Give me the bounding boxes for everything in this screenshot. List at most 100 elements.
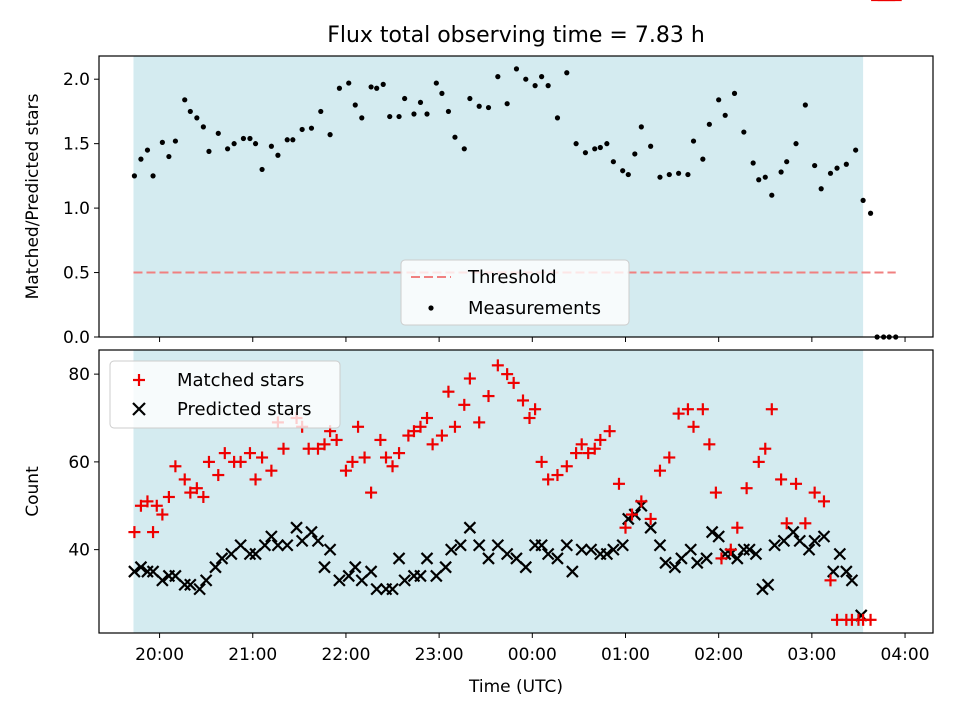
matched-star-point bbox=[491, 359, 504, 372]
predicted-star-point bbox=[817, 530, 831, 543]
measurement-point bbox=[784, 159, 790, 165]
predicted-star-stroke bbox=[420, 552, 434, 565]
y-tick-label: 60 bbox=[68, 453, 90, 473]
predicted-stars-legend-swatch bbox=[132, 402, 146, 416]
matched-star-point bbox=[535, 455, 548, 468]
predicted-star-point bbox=[463, 521, 477, 534]
measurement-point bbox=[131, 173, 138, 179]
measurement-point bbox=[138, 156, 144, 162]
predicted-star-stroke bbox=[128, 565, 141, 578]
predicted-star-stroke bbox=[156, 574, 169, 587]
matched-star-point bbox=[212, 469, 225, 482]
measurement-point bbox=[452, 134, 458, 140]
matched-star-point bbox=[482, 390, 495, 403]
predicted-star-point bbox=[156, 574, 169, 587]
matched-star-point bbox=[731, 521, 744, 534]
matched-star-point bbox=[516, 394, 529, 407]
measurement-point bbox=[359, 115, 365, 121]
predicted-star-point bbox=[258, 538, 272, 552]
measurement-point bbox=[144, 147, 151, 153]
predicted-star-point bbox=[398, 574, 411, 587]
predicted-star-point bbox=[712, 530, 725, 543]
predicted-star-point bbox=[607, 543, 620, 556]
matched-star-point bbox=[128, 526, 141, 539]
matched-star-point bbox=[529, 403, 542, 416]
predicted-star-point bbox=[305, 525, 318, 539]
predicted-star-point bbox=[584, 543, 598, 556]
matched-star-point bbox=[330, 433, 343, 446]
measurement-point bbox=[247, 135, 253, 142]
predicted-star-stroke bbox=[768, 538, 781, 552]
matched-star-point bbox=[249, 473, 262, 486]
measurement-point bbox=[150, 173, 156, 179]
matched-star-point bbox=[162, 490, 175, 503]
predicted-star-point bbox=[199, 574, 213, 587]
predicted-star-point bbox=[342, 569, 356, 583]
measurement-point bbox=[252, 141, 259, 147]
top-axes-frame bbox=[98, 55, 934, 338]
x-axis-label: Time (UTC) bbox=[468, 677, 563, 697]
matched-star-point bbox=[435, 429, 448, 442]
predicted-star-point bbox=[141, 565, 154, 578]
predicted-star-stroke bbox=[364, 565, 378, 578]
measurement-point bbox=[402, 95, 408, 102]
measurement-point bbox=[545, 83, 551, 89]
predicted-star-point bbox=[644, 521, 657, 534]
matched-star-point bbox=[147, 526, 160, 539]
measurement-point bbox=[200, 124, 206, 130]
matched-star-point bbox=[752, 455, 765, 468]
measurement-point bbox=[439, 90, 445, 96]
measurement-point bbox=[424, 111, 430, 117]
predicted-star-point bbox=[392, 552, 406, 565]
measurement-point bbox=[240, 135, 247, 142]
measurement-point bbox=[308, 125, 315, 131]
matched-star-point bbox=[141, 495, 154, 508]
matched-star-point bbox=[740, 482, 753, 495]
predicted-star-stroke bbox=[482, 552, 495, 565]
matched-star-point bbox=[780, 517, 793, 530]
predicted-star-point bbox=[364, 565, 378, 578]
measurement-point bbox=[224, 146, 231, 152]
predicted-star-stroke bbox=[793, 534, 807, 548]
matched-star-point bbox=[218, 447, 231, 460]
matched-star-point bbox=[542, 473, 555, 486]
predicted-star-stroke bbox=[817, 530, 831, 543]
matched-star-point bbox=[681, 403, 694, 416]
matched-star-point bbox=[724, 543, 737, 556]
x-tick-label: 00:00 bbox=[508, 645, 557, 665]
measurement-point bbox=[532, 83, 538, 89]
matched-star-point bbox=[703, 438, 716, 451]
measurement-point bbox=[802, 102, 808, 108]
predicted-star-stroke bbox=[600, 547, 614, 561]
measurement-point bbox=[632, 151, 638, 157]
predicted-star-stroke bbox=[616, 538, 629, 552]
measurement-point bbox=[504, 101, 510, 107]
matched-star-point bbox=[473, 416, 486, 429]
matched-star-point bbox=[150, 499, 163, 512]
predicted-star-point bbox=[560, 538, 574, 552]
matched-star-point bbox=[386, 460, 399, 473]
bottom-y-axis-label: Count bbox=[23, 466, 43, 517]
predicted-star-point bbox=[749, 547, 763, 561]
matched-star-point bbox=[603, 425, 616, 438]
predicted-star-stroke bbox=[333, 574, 346, 587]
measurement-point bbox=[793, 141, 799, 147]
predicted-star-point bbox=[454, 538, 467, 552]
measurement-point bbox=[604, 141, 610, 147]
predicted-star-stroke bbox=[290, 521, 303, 534]
predicted-star-stroke bbox=[463, 521, 477, 534]
measurement-point bbox=[433, 80, 439, 86]
predicted-star-stroke bbox=[386, 582, 399, 596]
matched-star-point bbox=[458, 398, 471, 411]
predicted-star-point bbox=[444, 543, 458, 556]
x-tick-label: 03:00 bbox=[787, 645, 836, 665]
measurement-point bbox=[275, 152, 281, 158]
measurement-point bbox=[812, 162, 818, 169]
predicted-star-point bbox=[333, 574, 346, 587]
measurement-point bbox=[716, 97, 722, 103]
matched-star-point bbox=[672, 407, 685, 420]
top-panel: 0.00.51.01.52.0 Matched/Predicted stars … bbox=[23, 55, 934, 348]
predicted-star-stroke bbox=[684, 543, 697, 556]
matched-stars-series bbox=[128, 0, 902, 626]
